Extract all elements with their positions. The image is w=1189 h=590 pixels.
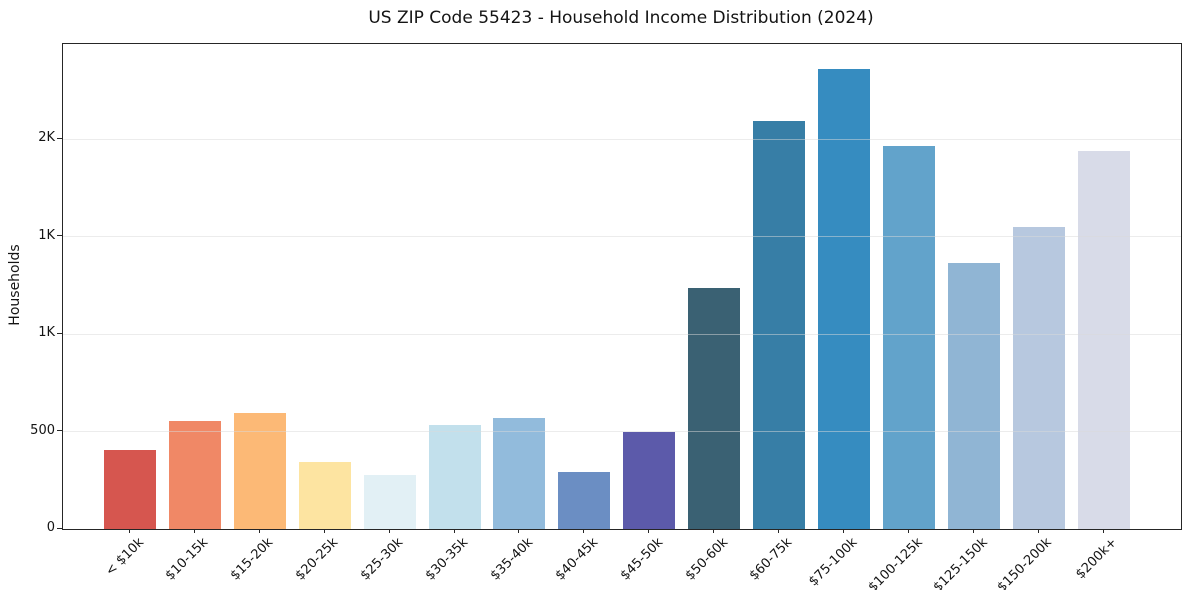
y-tick-label: 2K bbox=[38, 130, 55, 146]
plot-area bbox=[62, 43, 1182, 530]
y-tick-mark bbox=[57, 137, 62, 139]
x-tick-mark bbox=[453, 529, 455, 533]
x-tick-mark bbox=[648, 529, 650, 533]
y-tick-mark bbox=[57, 332, 62, 334]
x-tick-label: $20-25k bbox=[292, 535, 342, 584]
x-tick-mark bbox=[778, 529, 779, 533]
x-tick-label: $150-200k bbox=[995, 535, 1056, 590]
x-tick-label: $30-35k bbox=[422, 535, 472, 584]
bar-200k bbox=[1077, 150, 1130, 529]
y-tick-mark bbox=[57, 430, 62, 432]
x-tick-label: $15-20k bbox=[227, 535, 277, 584]
bar-35-40k bbox=[493, 418, 546, 529]
x-tick-label: $125-150k bbox=[930, 535, 991, 590]
chart-title: US ZIP Code 55423 - Household Income Dis… bbox=[368, 8, 874, 28]
x-tick-mark bbox=[1102, 529, 1104, 533]
x-tick-label: $10-15k bbox=[163, 535, 212, 584]
x-tick-mark bbox=[972, 529, 974, 533]
x-tick-mark bbox=[129, 529, 130, 533]
y-tick-label: 0 bbox=[46, 520, 55, 535]
x-tick-mark bbox=[583, 529, 585, 533]
bar-10k bbox=[104, 449, 156, 529]
bar-45-50k bbox=[623, 432, 676, 529]
y-axis-label: Households bbox=[7, 244, 23, 326]
bar-60-75k bbox=[753, 120, 805, 529]
bar-50-60k bbox=[688, 288, 741, 529]
bar-40-45k bbox=[558, 471, 611, 529]
x-tick-mark bbox=[842, 529, 844, 533]
bar-30-35k bbox=[428, 425, 481, 529]
x-tick-mark bbox=[258, 529, 260, 533]
x-tick-label: $40-45k bbox=[552, 535, 601, 584]
x-tick-label: $200k+ bbox=[1073, 535, 1121, 583]
gridline-2000 bbox=[63, 138, 1181, 140]
bar-20-25k bbox=[298, 461, 351, 529]
bar-100-125k bbox=[882, 146, 935, 529]
x-tick-mark bbox=[518, 529, 520, 533]
x-tick-mark bbox=[713, 529, 715, 533]
x-tick-mark bbox=[1037, 529, 1039, 533]
x-tick-label: $60-75k bbox=[747, 535, 796, 584]
x-tick-label: $35-40k bbox=[487, 535, 536, 584]
x-tick-mark bbox=[323, 529, 325, 533]
x-tick-label: $100-125k bbox=[865, 535, 926, 590]
y-tick-label: 1K bbox=[38, 325, 55, 341]
bar-75-100k bbox=[817, 69, 870, 529]
x-tick-mark bbox=[907, 529, 909, 533]
bar-15-20k bbox=[233, 412, 286, 529]
x-tick-label: $45-50k bbox=[617, 535, 666, 584]
y-tick-label: 500 bbox=[30, 422, 55, 438]
bar-125-150k bbox=[947, 263, 1000, 529]
x-tick-label: $50-60k bbox=[682, 535, 731, 584]
x-tick-label: $75-100k bbox=[806, 535, 861, 590]
x-tick-mark bbox=[193, 529, 195, 533]
y-tick-mark bbox=[57, 235, 62, 237]
bar-150-200k bbox=[1012, 227, 1065, 529]
y-tick-label: 1K bbox=[38, 227, 55, 243]
x-tick-label: $25-30k bbox=[357, 535, 407, 584]
bar-10-15k bbox=[168, 421, 221, 529]
bar-25-30k bbox=[363, 475, 416, 529]
y-tick-mark bbox=[57, 527, 62, 529]
x-tick-label: < $10k bbox=[102, 535, 147, 580]
x-tick-mark bbox=[388, 529, 390, 533]
